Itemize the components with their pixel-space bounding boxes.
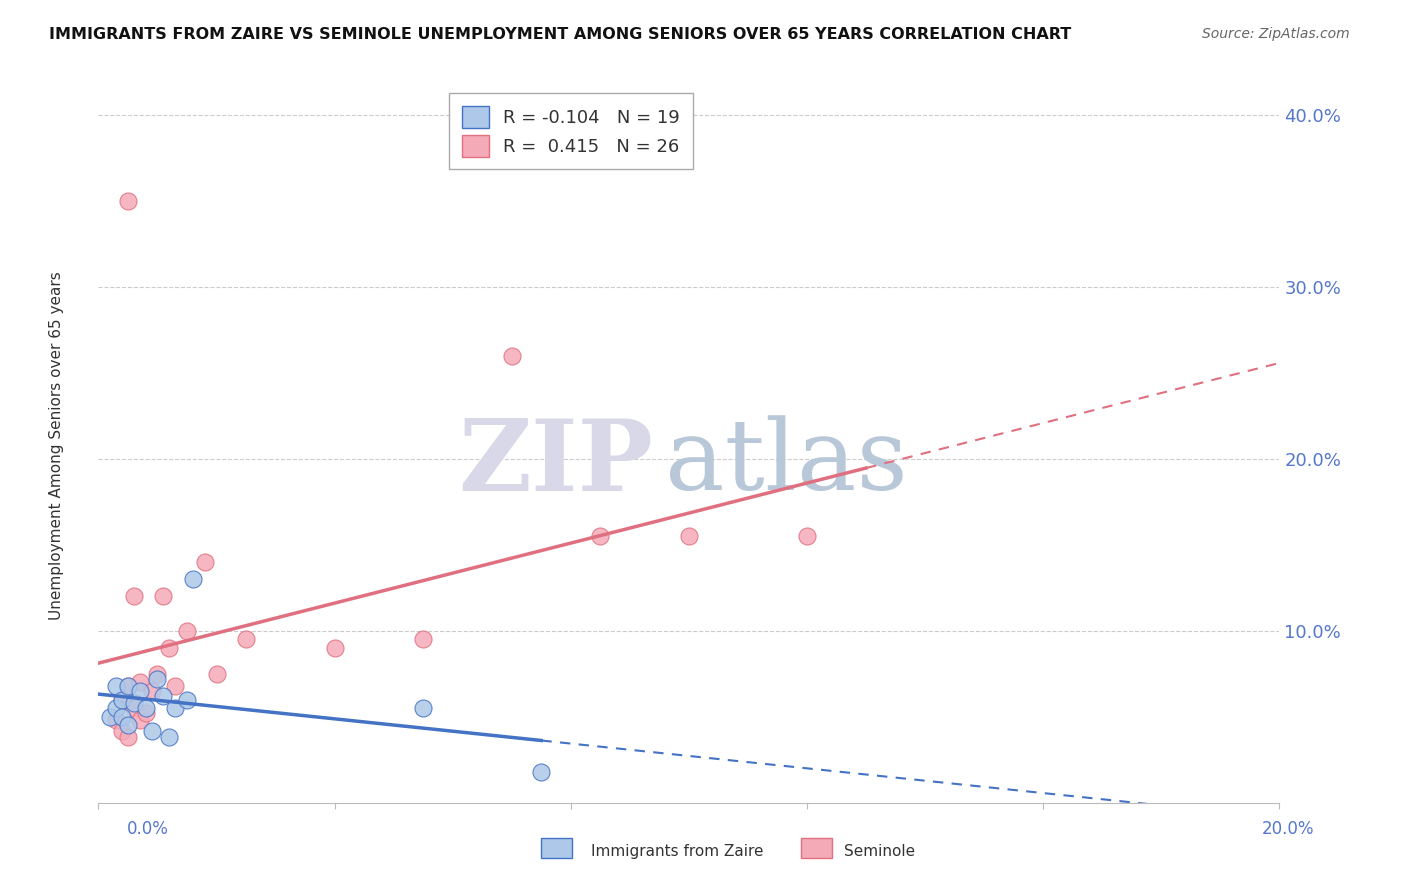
Point <box>111 692 134 706</box>
Point <box>117 679 139 693</box>
Text: 20.0%: 20.0% <box>1263 820 1315 838</box>
Point <box>141 684 163 698</box>
Point <box>111 710 134 724</box>
Text: IMMIGRANTS FROM ZAIRE VS SEMINOLE UNEMPLOYMENT AMONG SENIORS OVER 65 YEARS CORRE: IMMIGRANTS FROM ZAIRE VS SEMINOLE UNEMPL… <box>49 27 1071 42</box>
Text: Immigrants from Zaire: Immigrants from Zaire <box>591 845 763 859</box>
Text: 0.0%: 0.0% <box>127 820 169 838</box>
Point <box>157 640 180 655</box>
Point <box>122 701 145 715</box>
Point <box>146 666 169 681</box>
Point <box>146 672 169 686</box>
Point <box>117 731 139 745</box>
Point <box>205 666 228 681</box>
Point <box>122 696 145 710</box>
Point <box>111 692 134 706</box>
Text: Unemployment Among Seniors over 65 years: Unemployment Among Seniors over 65 years <box>49 272 63 620</box>
Point <box>117 718 139 732</box>
Point <box>530 764 553 779</box>
Point <box>176 692 198 706</box>
Text: atlas: atlas <box>665 416 908 511</box>
Point <box>181 572 204 586</box>
Point <box>111 723 134 738</box>
Point <box>152 590 174 604</box>
Point <box>678 529 700 543</box>
Text: ZIP: ZIP <box>458 415 654 512</box>
Text: Seminole: Seminole <box>844 845 915 859</box>
Point <box>117 194 139 208</box>
Point <box>141 723 163 738</box>
Point <box>152 689 174 703</box>
Point <box>412 632 434 647</box>
Point <box>194 555 217 569</box>
Point <box>135 706 157 721</box>
Point <box>105 701 128 715</box>
Point <box>589 529 612 543</box>
Point <box>128 684 150 698</box>
Point <box>117 679 139 693</box>
Point <box>796 529 818 543</box>
Point <box>323 640 346 655</box>
Point <box>165 701 187 715</box>
Point <box>501 349 523 363</box>
Point <box>157 731 180 745</box>
Point <box>412 701 434 715</box>
Point <box>105 713 128 727</box>
Point <box>105 679 128 693</box>
Point <box>165 679 187 693</box>
Text: Source: ZipAtlas.com: Source: ZipAtlas.com <box>1202 27 1350 41</box>
Point <box>98 710 121 724</box>
Point <box>128 675 150 690</box>
Point <box>176 624 198 638</box>
Point <box>135 701 157 715</box>
Point <box>128 713 150 727</box>
Point <box>122 590 145 604</box>
Legend: R = -0.104   N = 19, R =  0.415   N = 26: R = -0.104 N = 19, R = 0.415 N = 26 <box>449 93 693 169</box>
Point <box>235 632 257 647</box>
